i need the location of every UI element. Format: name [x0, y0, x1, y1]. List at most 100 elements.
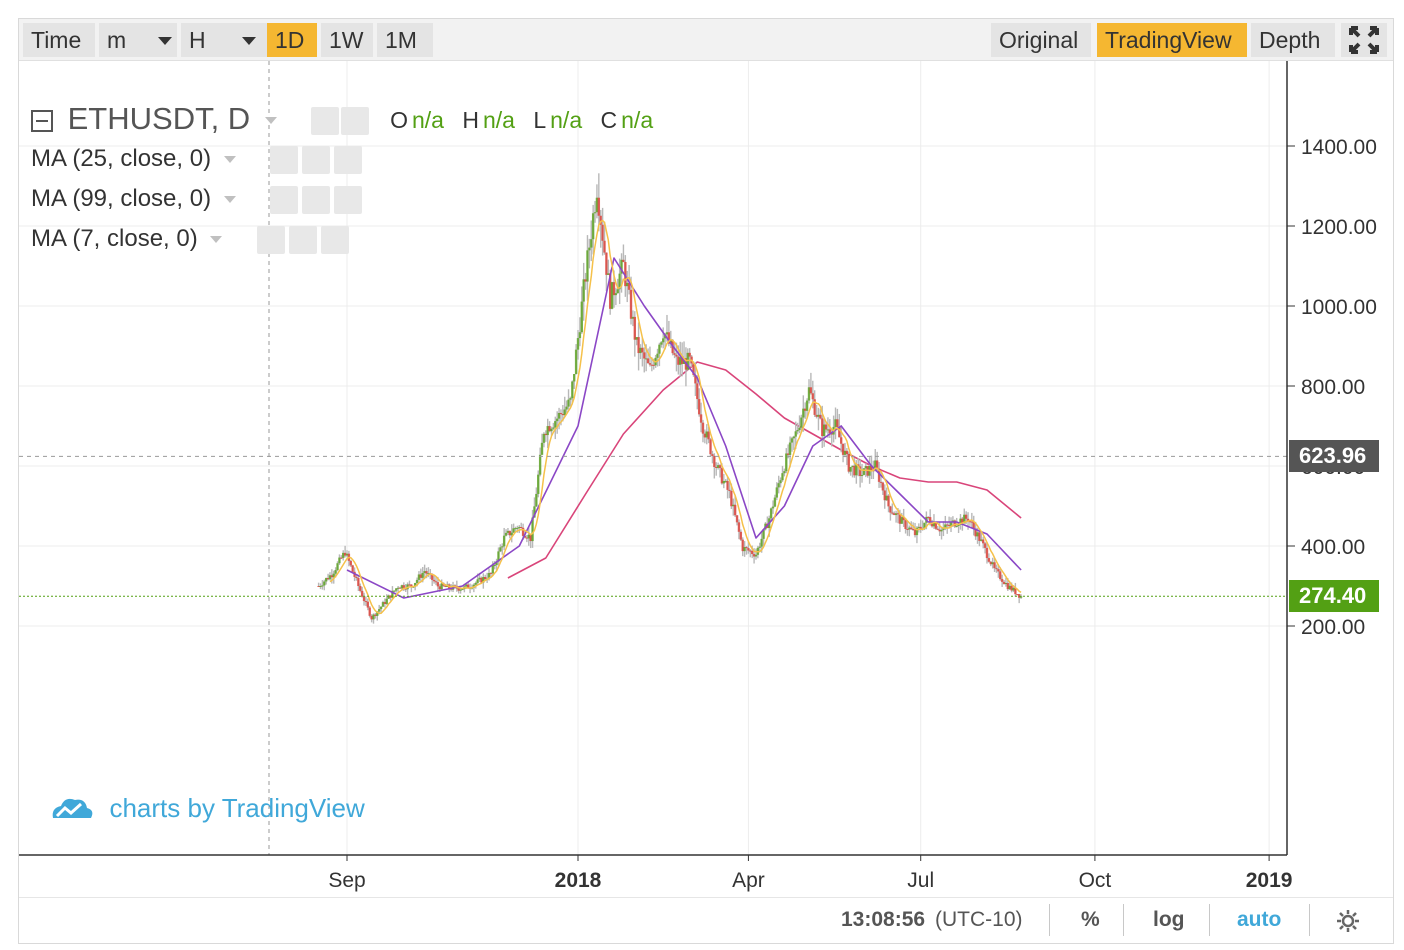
candle-body — [959, 518, 962, 525]
candle-body — [824, 424, 828, 430]
candle — [771, 500, 775, 514]
candle-body — [588, 247, 591, 251]
candle-body — [608, 273, 612, 309]
candle — [567, 389, 570, 410]
eye-icon[interactable] — [270, 145, 299, 174]
gear-icon[interactable] — [302, 185, 331, 214]
fullscreen-button[interactable] — [1341, 23, 1387, 57]
candle-body — [518, 527, 521, 529]
candle-body — [548, 426, 551, 432]
settings-gear-icon[interactable] — [1335, 908, 1361, 934]
close-icon[interactable] — [334, 185, 363, 214]
candle-body — [489, 573, 493, 575]
candle-body — [495, 561, 498, 566]
candle-body — [927, 516, 930, 518]
candle-body — [323, 581, 326, 586]
clock-timezone[interactable]: (UTC-10) — [935, 908, 1023, 931]
candle-body — [362, 596, 366, 602]
interval-1d-button[interactable]: 1D — [267, 23, 317, 57]
candle-body — [1019, 596, 1023, 598]
candle — [1000, 574, 1004, 587]
candle-body — [910, 527, 913, 530]
candle — [889, 505, 892, 521]
crosshair-price-tag: 623.96 — [1289, 440, 1379, 473]
x-tick-label: Apr — [732, 869, 765, 892]
candle — [588, 238, 591, 269]
time-button[interactable]: Time — [23, 23, 95, 57]
candle-body — [415, 579, 419, 583]
view-original-button[interactable]: Original — [991, 23, 1091, 57]
candle-body — [707, 431, 710, 440]
eye-icon[interactable] — [311, 106, 340, 135]
auto-scale-toggle[interactable]: auto — [1237, 908, 1282, 931]
candle — [963, 508, 966, 524]
candle — [317, 582, 320, 587]
candle-body — [637, 337, 640, 354]
candle — [557, 407, 561, 430]
candle — [675, 342, 678, 372]
candle — [362, 592, 366, 606]
candle — [466, 582, 470, 589]
candle — [349, 559, 352, 567]
close-icon[interactable] — [334, 145, 363, 174]
candle-body — [902, 517, 905, 521]
candle — [324, 577, 328, 585]
eye-icon[interactable] — [270, 185, 299, 214]
candle — [805, 398, 809, 419]
candle — [881, 481, 885, 495]
collapse-icon[interactable] — [31, 109, 53, 132]
candle-body — [688, 352, 691, 357]
candle-body — [434, 581, 438, 583]
chevron-down-icon[interactable] — [264, 117, 277, 125]
candle — [995, 564, 998, 573]
candle — [590, 220, 593, 262]
candle-body — [656, 353, 659, 358]
candle-body — [554, 421, 557, 428]
candle-body — [875, 460, 879, 469]
candle — [1012, 586, 1015, 593]
gear-icon[interactable] — [289, 225, 318, 254]
candle — [597, 173, 601, 232]
candle-body — [340, 557, 343, 559]
tradingview-branding[interactable]: charts by TradingView — [49, 793, 365, 833]
candle-body — [953, 520, 956, 527]
gear-icon[interactable] — [341, 106, 370, 135]
candle-body — [425, 571, 428, 574]
candle — [574, 344, 578, 375]
candle-body — [858, 466, 862, 477]
candle-body — [750, 550, 754, 555]
candle — [754, 548, 758, 560]
interval-1m-button[interactable]: 1M — [377, 23, 433, 57]
candle — [718, 464, 722, 478]
price-chart[interactable]: 1400.00 1200.00 1000.00 800.00 400.00 200.00 6… — [19, 61, 1393, 897]
candle-body — [614, 293, 618, 296]
eye-icon[interactable] — [257, 225, 286, 254]
close-icon[interactable] — [321, 225, 350, 254]
chevron-down-icon[interactable] — [223, 156, 236, 164]
chevron-down-icon[interactable] — [210, 236, 223, 244]
log-scale-toggle[interactable]: log — [1153, 908, 1185, 931]
candle — [974, 521, 977, 540]
candle — [457, 587, 460, 594]
candle-body — [491, 565, 494, 574]
candle-body — [440, 583, 443, 590]
candle-body — [769, 508, 773, 519]
y-tick-label: 1000.00 — [1301, 296, 1377, 319]
candle-body — [502, 535, 506, 547]
candle — [936, 525, 939, 531]
view-depth-button[interactable]: Depth — [1251, 23, 1335, 57]
candle-body — [785, 453, 788, 472]
candle — [927, 516, 930, 520]
ohlc-low-value: n/a — [550, 107, 583, 134]
interval-1w-button[interactable]: 1W — [321, 23, 373, 57]
ma7-path — [329, 219, 1022, 615]
gear-icon[interactable] — [302, 145, 331, 174]
hours-dropdown[interactable]: H — [181, 23, 267, 57]
view-tradingview-button[interactable]: TradingView — [1097, 23, 1247, 57]
ma7-line — [329, 219, 1022, 615]
chart-area[interactable]: 1400.00 1200.00 1000.00 800.00 400.00 200.00 6… — [19, 61, 1393, 897]
percent-scale-toggle[interactable]: % — [1081, 908, 1100, 931]
chevron-down-icon[interactable] — [223, 196, 236, 204]
candle-body — [968, 521, 972, 523]
